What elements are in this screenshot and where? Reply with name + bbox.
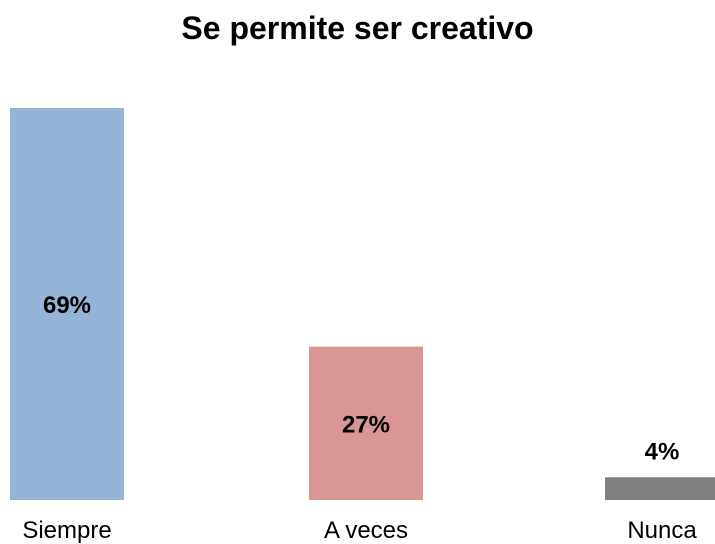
data-labels-group: 69% 27% 4%: [43, 292, 679, 465]
data-label-a-veces: 27%: [342, 411, 390, 438]
category-label-nunca: Nunca: [627, 517, 697, 544]
category-label-a-veces: A veces: [324, 517, 408, 544]
category-label-siempre: Siempre: [22, 517, 111, 544]
chart-title: Se permite ser creativo: [181, 10, 534, 46]
data-label-siempre: 69%: [43, 292, 91, 319]
bar-siempre: [10, 108, 124, 500]
bar-nunca: [605, 477, 715, 500]
bar-a-veces: [309, 346, 423, 500]
bars-group: [10, 108, 715, 500]
data-label-nunca: 4%: [645, 438, 680, 465]
category-labels-group: Siempre A veces Nunca: [22, 517, 697, 544]
